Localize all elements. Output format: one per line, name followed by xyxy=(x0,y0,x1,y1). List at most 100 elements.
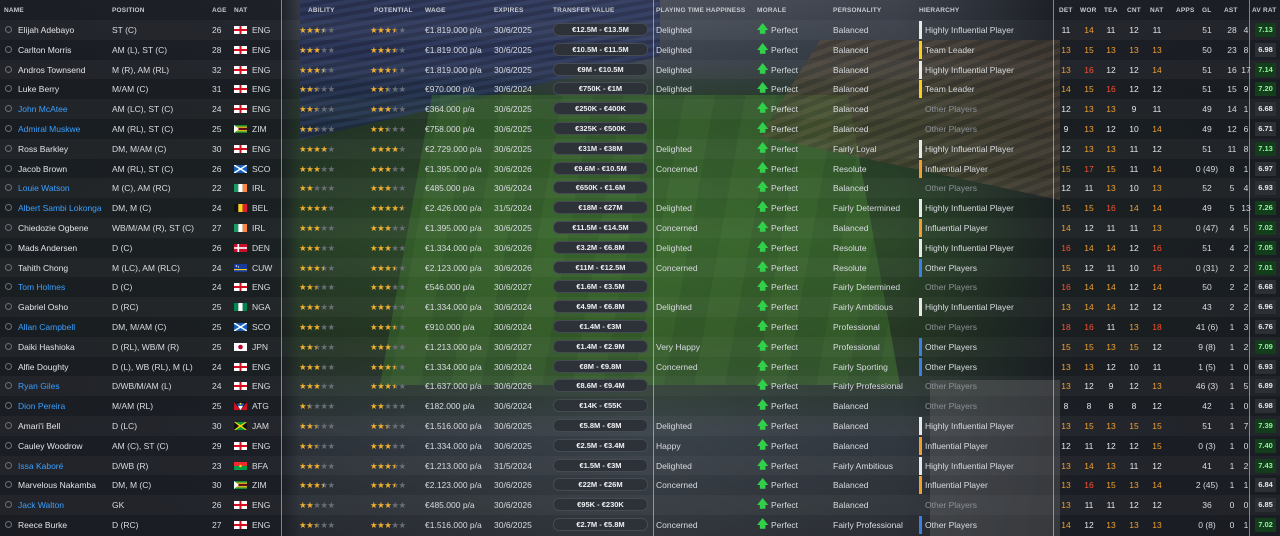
header-age[interactable]: AGE xyxy=(212,7,227,14)
row-select-radio[interactable] xyxy=(5,144,12,152)
player-name[interactable]: Ross Barkley xyxy=(18,143,69,154)
row-select-radio[interactable] xyxy=(5,243,12,251)
row-select-radio[interactable] xyxy=(5,263,12,271)
player-name[interactable]: Tahith Chong xyxy=(18,262,69,273)
player-name[interactable]: Ryan Giles xyxy=(18,381,60,392)
transfer-value-badge[interactable]: €9.6M - €10.5M xyxy=(553,161,648,175)
transfer-value-badge[interactable]: €2.7M - €5.8M xyxy=(553,517,648,531)
transfer-value-badge[interactable]: €8M - €9.8M xyxy=(553,359,648,373)
table-row[interactable]: Allan Campbell DM, M/AM (C) 25 SCO ★★★★★ ★★★★… xyxy=(0,317,1280,337)
player-name[interactable]: Albert Sambi Lokonga xyxy=(18,203,102,214)
row-select-radio[interactable] xyxy=(5,85,12,93)
table-row[interactable]: Andros Townsend M (R), AM (RL) 32 ENG ★★★★★ ★… xyxy=(0,60,1280,80)
table-row[interactable]: Reece Burke D (RC) 27 ENG ★★★★★ ★★★★★ €1.516.0… xyxy=(0,515,1280,535)
row-select-radio[interactable] xyxy=(5,164,12,172)
player-morale[interactable]: Perfect xyxy=(771,64,798,75)
player-morale[interactable]: Perfect xyxy=(771,163,798,174)
row-select-radio[interactable] xyxy=(5,105,12,113)
table-row[interactable]: Chiedozie Ogbene WB/M/AM (R), ST (C) 27 IRL… xyxy=(0,218,1280,238)
table-row[interactable]: Amari'i Bell D (LC) 30 JAM ★★★★★ ★★★★★ €1.516.… xyxy=(0,416,1280,436)
header-name[interactable]: NAME xyxy=(4,7,24,14)
player-name[interactable]: Gabriel Osho xyxy=(18,302,69,313)
player-name[interactable]: Admiral Muskwe xyxy=(18,123,81,134)
row-select-radio[interactable] xyxy=(5,204,12,212)
row-select-radio[interactable] xyxy=(5,402,12,410)
transfer-value-badge[interactable]: €14K - €55K xyxy=(553,399,648,413)
player-morale[interactable]: Perfect xyxy=(771,381,798,392)
transfer-value-badge[interactable]: €2.5M - €3.4M xyxy=(553,438,648,452)
transfer-value-badge[interactable]: €11.5M - €14.5M xyxy=(553,220,648,234)
player-name[interactable]: Amari'i Bell xyxy=(18,420,61,431)
player-name[interactable]: Issa Kaboré xyxy=(18,460,64,471)
header-nat-attr[interactable]: NAT xyxy=(1150,7,1164,14)
table-row[interactable]: Admiral Muskwe AM (RL), ST (C) 25 ZIM ★★★★★ ★… xyxy=(0,119,1280,139)
table-row[interactable]: Jack Walton GK 26 ENG ★★★★★ ★★★★★ €485.000 p/a… xyxy=(0,495,1280,515)
transfer-value-badge[interactable]: €1.6M - €3.5M xyxy=(553,280,648,294)
table-row[interactable]: Marvelous Nakamba DM, M (C) 30 ZIM ★★★★★ ★★★★… xyxy=(0,475,1280,495)
player-name[interactable]: Mads Andersen xyxy=(18,242,78,253)
header-morale[interactable]: MORALE xyxy=(757,7,787,14)
transfer-value-badge[interactable]: €9M - €10.5M xyxy=(553,62,648,76)
transfer-value-badge[interactable]: €10.5M - €11.5M xyxy=(553,42,648,56)
row-select-radio[interactable] xyxy=(5,124,12,132)
table-row[interactable]: Elijah Adebayo ST (C) 26 ENG ★★★★★ ★★★★★ €1.81… xyxy=(0,20,1280,40)
row-select-radio[interactable] xyxy=(5,481,12,489)
transfer-value-badge[interactable]: €18M - €27M xyxy=(553,201,648,215)
table-row[interactable]: Luke Berry M/AM (C) 31 ENG ★★★★★ ★★★★★ €970.00… xyxy=(0,79,1280,99)
header-hierarchy[interactable]: HIERARCHY xyxy=(919,7,960,14)
player-morale[interactable]: Perfect xyxy=(771,242,798,253)
row-select-radio[interactable] xyxy=(5,223,12,231)
row-select-radio[interactable] xyxy=(5,65,12,73)
row-select-radio[interactable] xyxy=(5,45,12,53)
player-name[interactable]: Jacob Brown xyxy=(18,163,68,174)
header-det[interactable]: DET xyxy=(1059,7,1073,14)
table-row[interactable]: Tom Holmes D (C) 24 ENG ★★★★★ ★★★★★ €546.000 p… xyxy=(0,277,1280,297)
row-select-radio[interactable] xyxy=(5,382,12,390)
table-row[interactable]: Daiki Hashioka D (RL), WB/M (R) 25 JPN ★★★★★… xyxy=(0,337,1280,357)
table-row[interactable]: Louie Watson M (C), AM (RC) 22 IRL ★★★★★ ★★★★… xyxy=(0,178,1280,198)
player-morale[interactable]: Perfect xyxy=(771,123,798,134)
transfer-value-badge[interactable]: €1.4M - €2.9M xyxy=(553,339,648,353)
player-name[interactable]: Elijah Adebayo xyxy=(18,25,75,35)
player-name[interactable]: Cauley Woodrow xyxy=(18,440,83,451)
player-morale[interactable]: Perfect xyxy=(771,302,798,313)
header-tea[interactable]: TEA xyxy=(1104,7,1118,14)
table-row[interactable]: Alfie Doughty D (L), WB (RL), M (L) 24 ENG ★… xyxy=(0,357,1280,377)
transfer-value-badge[interactable]: €1.5M - €3M xyxy=(553,458,648,472)
transfer-value-badge[interactable]: €1.4M - €3M xyxy=(553,319,648,333)
row-select-radio[interactable] xyxy=(5,26,12,33)
player-name[interactable]: Alfie Doughty xyxy=(18,361,69,372)
player-morale[interactable]: Perfect xyxy=(771,282,798,293)
player-name[interactable]: Marvelous Nakamba xyxy=(18,480,96,491)
player-morale[interactable]: Perfect xyxy=(771,401,798,412)
player-morale[interactable]: Perfect xyxy=(771,104,798,115)
transfer-value-badge[interactable]: €3.2M - €6.8M xyxy=(553,240,648,254)
player-name[interactable]: Luke Berry xyxy=(18,84,60,95)
table-row[interactable]: Gabriel Osho D (RC) 25 NGA ★★★★★ ★★★★★ €1.334.… xyxy=(0,297,1280,317)
header-goals[interactable]: GL xyxy=(1202,7,1212,14)
transfer-value-badge[interactable]: €12.5M - €13.5M xyxy=(553,23,648,36)
player-morale[interactable]: Perfect xyxy=(771,262,798,273)
player-morale[interactable]: Perfect xyxy=(771,44,798,55)
player-morale[interactable]: Perfect xyxy=(771,84,798,95)
header-transfer-value[interactable]: TRANSFER VALUE xyxy=(553,7,615,14)
transfer-value-badge[interactable]: €650K - €1.6M xyxy=(553,181,648,195)
player-morale[interactable]: Perfect xyxy=(771,183,798,194)
row-select-radio[interactable] xyxy=(5,362,12,370)
player-morale[interactable]: Perfect xyxy=(771,361,798,372)
player-morale[interactable]: Perfect xyxy=(771,500,798,511)
transfer-value-badge[interactable]: €95K - €230K xyxy=(553,498,648,512)
player-morale[interactable]: Perfect xyxy=(771,321,798,332)
transfer-value-badge[interactable]: €750K - €1M xyxy=(553,82,648,96)
player-name[interactable]: Reece Burke xyxy=(18,519,68,530)
table-row[interactable]: Ryan Giles D/WB/M/AM (L) 24 ENG ★★★★★ ★★★★★ €1… xyxy=(0,376,1280,396)
player-name[interactable]: Jack Walton xyxy=(18,500,64,511)
player-morale[interactable]: Perfect xyxy=(771,25,798,35)
row-select-radio[interactable] xyxy=(5,184,12,192)
table-row[interactable]: Albert Sambi Lokonga DM, M (C) 24 BEL ★★★★★ ★… xyxy=(0,198,1280,218)
player-morale[interactable]: Perfect xyxy=(771,480,798,491)
player-name[interactable]: John McAtee xyxy=(18,104,68,115)
player-morale[interactable]: Perfect xyxy=(771,519,798,530)
player-name[interactable]: Louie Watson xyxy=(18,183,70,194)
table-row[interactable]: Jacob Brown AM (RL), ST (C) 26 SCO ★★★★★ ★★★★… xyxy=(0,159,1280,179)
